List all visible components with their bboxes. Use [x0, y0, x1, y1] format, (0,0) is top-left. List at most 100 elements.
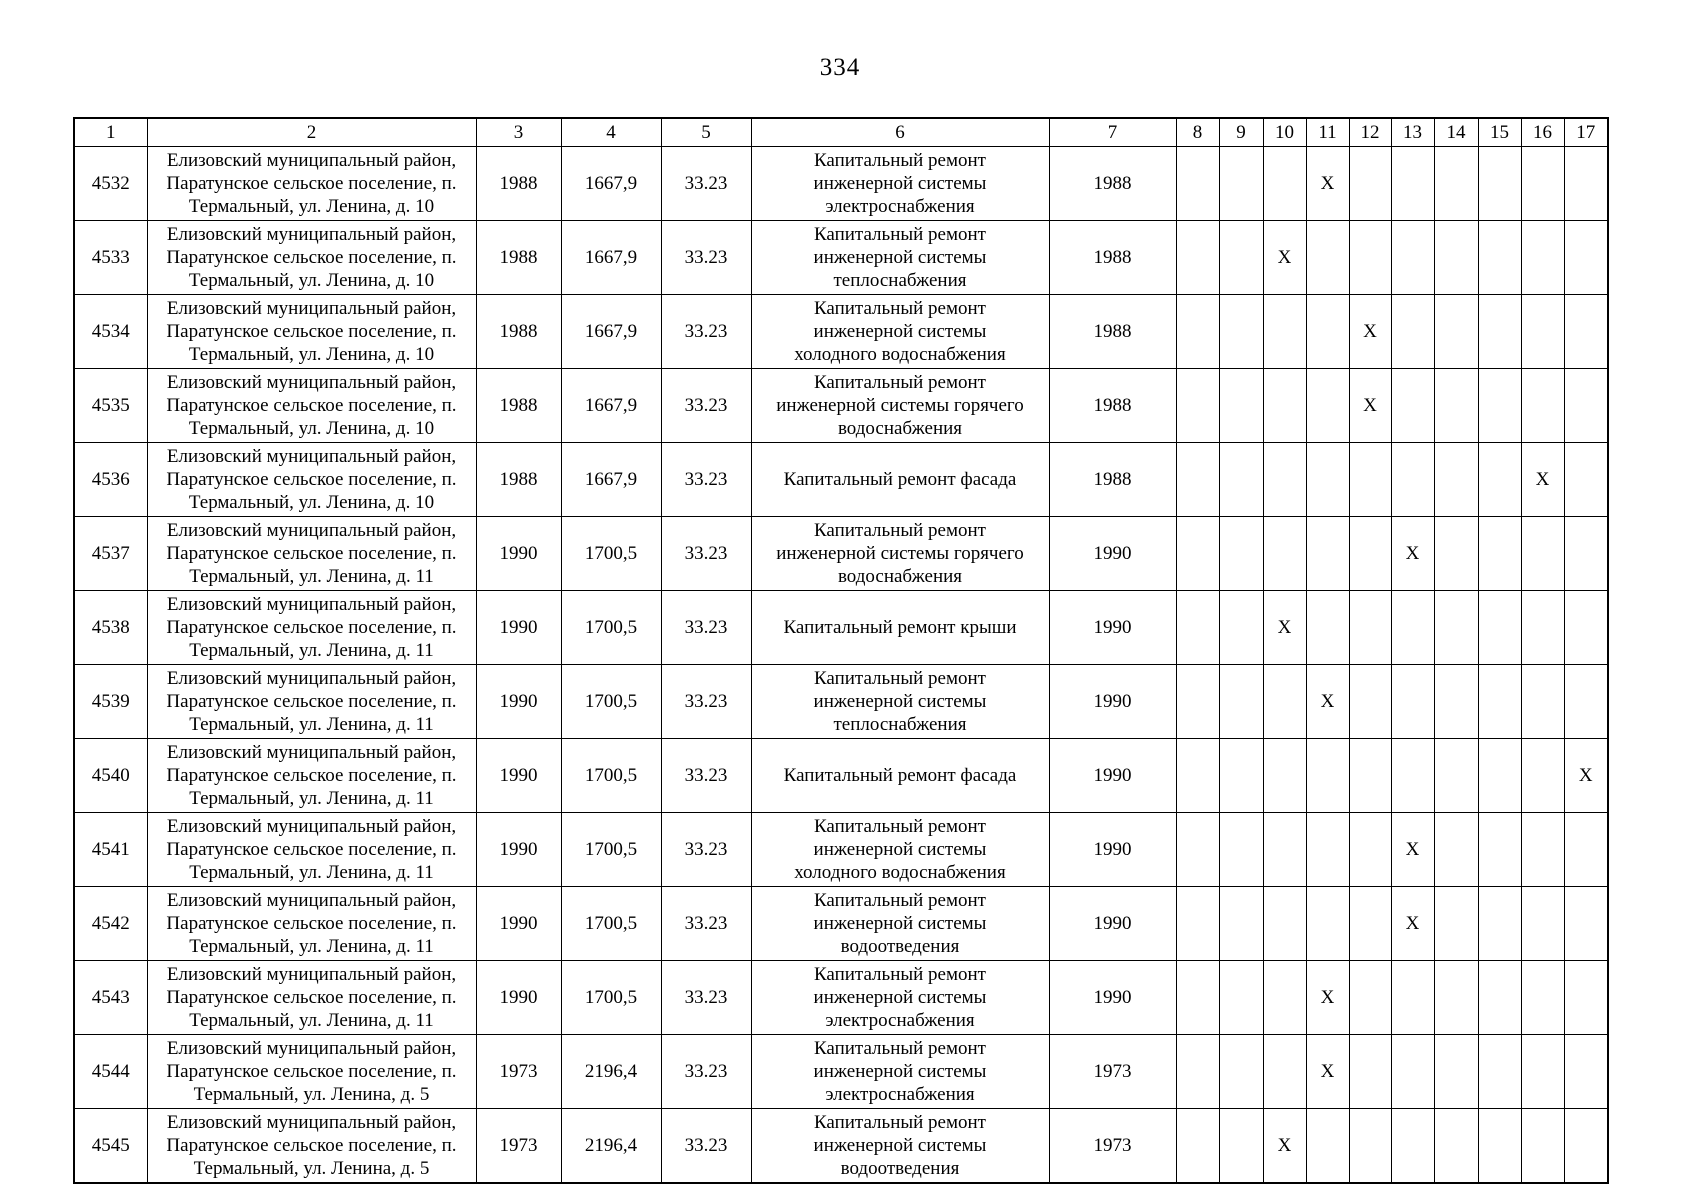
address-cell: Елизовский муниципальный район, Паратунс…: [146, 1108, 477, 1184]
mark-cell: X: [1305, 960, 1350, 1035]
area-cell: 1667,9: [560, 442, 662, 517]
empty-mark-cell: [1390, 1034, 1435, 1109]
empty-mark-cell: [1390, 294, 1435, 369]
empty-mark-cell: [1477, 516, 1522, 591]
row-number-cell: 4541: [73, 812, 148, 887]
empty-mark-cell: [1433, 516, 1479, 591]
table-row: 4537 Елизовский муниципальный район, Пара…: [73, 516, 1609, 591]
empty-mark-cell: [1175, 1108, 1220, 1184]
table-row: 4539 Елизовский муниципальный район, Пара…: [73, 664, 1609, 739]
year-built-cell: 1990: [475, 738, 562, 813]
empty-mark-cell: [1563, 664, 1609, 739]
empty-mark-cell: [1520, 516, 1565, 591]
empty-mark-cell: [1262, 294, 1307, 369]
empty-mark-cell: [1477, 1108, 1522, 1184]
address-cell: Елизовский муниципальный район, Паратунс…: [146, 368, 477, 443]
mark-cell: X: [1305, 146, 1350, 221]
empty-mark-cell: [1305, 368, 1350, 443]
empty-mark-cell: [1390, 960, 1435, 1035]
area-cell: 1667,9: [560, 294, 662, 369]
empty-mark-cell: [1218, 812, 1264, 887]
address-cell: Елизовский муниципальный район, Паратунс…: [146, 812, 477, 887]
code-cell: 33.23: [660, 886, 752, 961]
empty-mark-cell: [1262, 368, 1307, 443]
plan-year-cell: 1990: [1048, 738, 1177, 813]
area-cell: 2196,4: [560, 1108, 662, 1184]
mark-cell: X: [1305, 664, 1350, 739]
code-cell: 33.23: [660, 812, 752, 887]
empty-mark-cell: [1218, 516, 1264, 591]
empty-mark-cell: [1433, 368, 1479, 443]
empty-mark-cell: [1433, 442, 1479, 517]
row-number-cell: 4540: [73, 738, 148, 813]
row-number-cell: 4538: [73, 590, 148, 665]
mark-cell: X: [1262, 1108, 1307, 1184]
empty-mark-cell: [1348, 664, 1392, 739]
empty-mark-cell: [1218, 442, 1264, 517]
work-type-cell: Капитальный ремонт инженерной системы хо…: [750, 294, 1050, 369]
plan-year-cell: 1990: [1048, 664, 1177, 739]
mark-cell: X: [1390, 886, 1435, 961]
plan-year-cell: 1990: [1048, 516, 1177, 591]
area-cell: 1700,5: [560, 664, 662, 739]
empty-mark-cell: [1175, 1034, 1220, 1109]
empty-mark-cell: [1348, 1108, 1392, 1184]
empty-mark-cell: [1348, 442, 1392, 517]
code-cell: 33.23: [660, 146, 752, 221]
empty-mark-cell: [1520, 664, 1565, 739]
empty-mark-cell: [1348, 590, 1392, 665]
table-row: 4535 Елизовский муниципальный район, Пара…: [73, 368, 1609, 443]
column-header: 5: [660, 117, 752, 147]
address-cell: Елизовский муниципальный район, Паратунс…: [146, 442, 477, 517]
area-cell: 2196,4: [560, 1034, 662, 1109]
mark-cell: X: [1262, 220, 1307, 295]
empty-mark-cell: [1477, 1034, 1522, 1109]
empty-mark-cell: [1390, 442, 1435, 517]
code-cell: 33.23: [660, 1108, 752, 1184]
table-row: 4544 Елизовский муниципальный район, Пара…: [73, 1034, 1609, 1109]
year-built-cell: 1973: [475, 1034, 562, 1109]
mark-cell: X: [1348, 294, 1392, 369]
empty-mark-cell: [1262, 146, 1307, 221]
empty-mark-cell: [1305, 516, 1350, 591]
empty-mark-cell: [1262, 960, 1307, 1035]
plan-year-cell: 1990: [1048, 960, 1177, 1035]
address-cell: Елизовский муниципальный район, Паратунс…: [146, 516, 477, 591]
empty-mark-cell: [1433, 960, 1479, 1035]
empty-mark-cell: [1520, 146, 1565, 221]
empty-mark-cell: [1305, 738, 1350, 813]
plan-year-cell: 1988: [1048, 442, 1177, 517]
address-cell: Елизовский муниципальный район, Паратунс…: [146, 294, 477, 369]
empty-mark-cell: [1262, 738, 1307, 813]
empty-mark-cell: [1175, 146, 1220, 221]
empty-mark-cell: [1218, 738, 1264, 813]
empty-mark-cell: [1477, 664, 1522, 739]
empty-mark-cell: [1262, 812, 1307, 887]
empty-mark-cell: [1262, 664, 1307, 739]
empty-mark-cell: [1262, 516, 1307, 591]
column-header: 1: [73, 117, 148, 147]
empty-mark-cell: [1348, 886, 1392, 961]
row-number-cell: 4532: [73, 146, 148, 221]
empty-mark-cell: [1520, 960, 1565, 1035]
empty-mark-cell: [1390, 590, 1435, 665]
year-built-cell: 1990: [475, 812, 562, 887]
empty-mark-cell: [1348, 812, 1392, 887]
empty-mark-cell: [1520, 886, 1565, 961]
empty-mark-cell: [1175, 590, 1220, 665]
row-number-cell: 4545: [73, 1108, 148, 1184]
capital-repair-table: 1 2 3 4 5 6 7 8 9 10 11 12 13 14 15 16 17 4532 Елизовский…: [73, 117, 1609, 1184]
empty-mark-cell: [1305, 590, 1350, 665]
empty-mark-cell: [1175, 294, 1220, 369]
column-header: 13: [1390, 117, 1435, 147]
row-number-cell: 4542: [73, 886, 148, 961]
empty-mark-cell: [1305, 1108, 1350, 1184]
empty-mark-cell: [1262, 442, 1307, 517]
work-type-cell: Капитальный ремонт инженерной системы го…: [750, 516, 1050, 591]
plan-year-cell: 1973: [1048, 1108, 1177, 1184]
empty-mark-cell: [1348, 220, 1392, 295]
year-built-cell: 1988: [475, 146, 562, 221]
table-row: 4542 Елизовский муниципальный район, Пара…: [73, 886, 1609, 961]
code-cell: 33.23: [660, 738, 752, 813]
